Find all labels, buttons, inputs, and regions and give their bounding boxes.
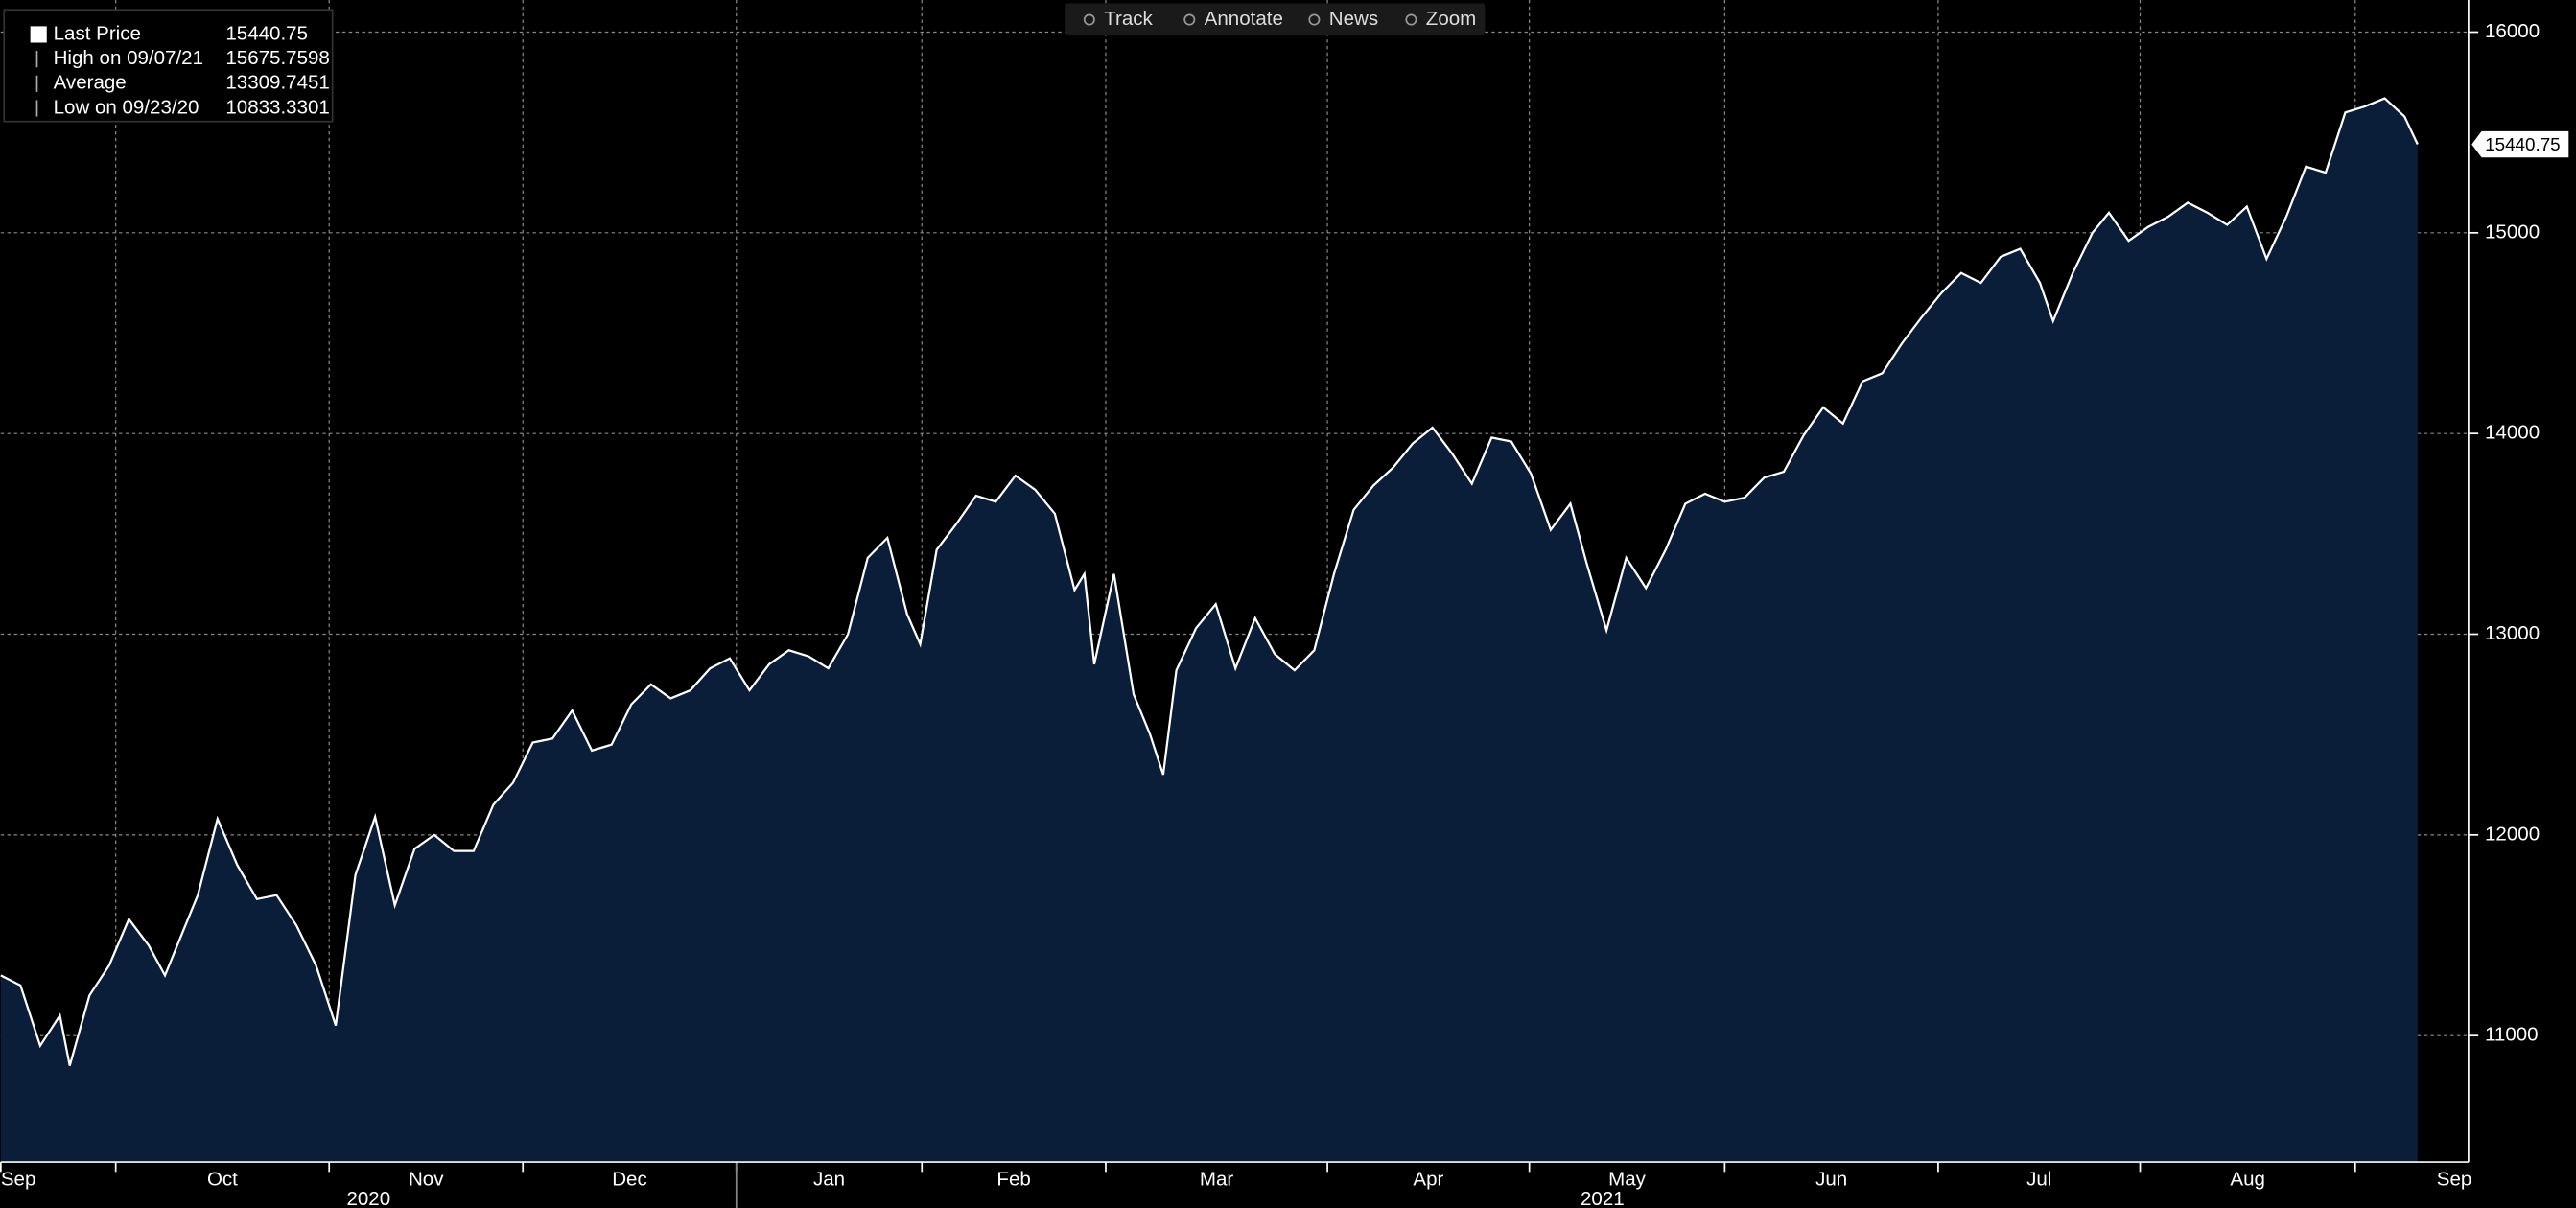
toolbar-icon <box>1405 13 1417 26</box>
x-tick-label: Apr <box>1413 1168 1443 1190</box>
x-tick-label: Aug <box>2230 1168 2265 1190</box>
legend-label: High on 09/07/21 <box>54 47 203 69</box>
last-price-tag-box <box>2471 130 2569 158</box>
x-tick-label: May <box>1608 1168 1647 1190</box>
x-tick-label: Dec <box>612 1168 647 1190</box>
year-label: 2020 <box>346 1188 390 1208</box>
x-tick-label: Feb <box>996 1168 1030 1190</box>
legend-label: Last Price <box>54 22 141 44</box>
x-tick-label: Sep <box>2437 1168 2472 1190</box>
y-tick-label: 12000 <box>2485 823 2540 845</box>
x-tick-label: Jan <box>813 1168 845 1190</box>
toolbar-icon <box>1183 13 1196 26</box>
y-tick-label: 15000 <box>2485 221 2540 243</box>
y-tick-label: 13000 <box>2485 622 2540 644</box>
toolbar-button[interactable]: Zoom <box>1426 8 1476 30</box>
legend-value: 13309.7451 <box>225 72 329 94</box>
x-tick-label: Jul <box>2026 1168 2051 1190</box>
toolbar: Track Annotate News Zoom <box>1065 3 1486 35</box>
legend-swatch <box>30 26 47 43</box>
legend-value: 15440.75 <box>225 22 308 44</box>
toolbar-icon <box>1083 13 1095 26</box>
legend-label: Average <box>54 72 127 94</box>
legend-box <box>3 9 334 123</box>
x-tick-label: Nov <box>409 1168 444 1190</box>
year-label: 2021 <box>1581 1188 1625 1208</box>
legend-value: 10833.3301 <box>225 96 329 118</box>
toolbar-button[interactable]: News <box>1329 8 1378 30</box>
y-tick-label: 16000 <box>2485 20 2540 42</box>
toolbar-box <box>1065 3 1486 35</box>
toolbar-icon <box>1308 13 1321 26</box>
last-price-tag: 15440.75 <box>2485 134 2561 154</box>
toolbar-button[interactable]: Track <box>1104 8 1153 30</box>
price-line <box>0 97 2419 1066</box>
legend: Last Price 15440.75 High on 09/07/21 15675.… <box>3 9 334 123</box>
x-tick-label: Oct <box>207 1168 238 1190</box>
x-tick-label: Jun <box>1815 1168 1847 1190</box>
legend-label: Low on 09/23/20 <box>54 96 199 118</box>
area-fill <box>0 98 2418 1163</box>
y-tick-label: 14000 <box>2485 422 2540 444</box>
x-tick-label: Sep <box>1 1168 36 1190</box>
legend-value: 15675.7598 <box>225 47 329 69</box>
x-tick-label: Mar <box>1200 1168 1234 1190</box>
toolbar-button[interactable]: Annotate <box>1205 8 1283 30</box>
y-tick-label: 11000 <box>2485 1024 2539 1046</box>
